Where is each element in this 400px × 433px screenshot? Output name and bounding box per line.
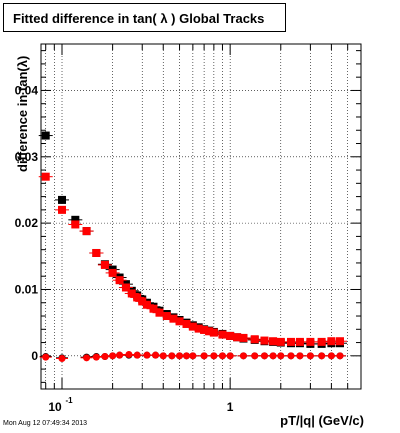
data-point-square <box>239 333 248 342</box>
data-point-circle <box>200 352 208 360</box>
datestamp: Mon Aug 12 07:49:34 2013 <box>3 420 88 427</box>
data-point-square <box>115 276 124 285</box>
data-point-square <box>188 322 197 331</box>
data-point-square <box>162 312 171 321</box>
data-point-circle <box>182 352 190 360</box>
data-point-circle <box>109 352 117 360</box>
data-point-square <box>149 304 158 313</box>
data-point-circle <box>143 351 151 359</box>
tick-labels: 0 0.01 0.02 0.03 0.04 10 -1 1 <box>15 83 234 414</box>
data-point-square <box>169 314 178 323</box>
data-point-square <box>41 131 50 140</box>
data-point-square <box>58 205 67 214</box>
data-point-circle <box>287 352 295 360</box>
data-point-square <box>133 293 142 302</box>
data-point-square <box>335 337 344 346</box>
x-tick-label: 1 <box>227 400 234 414</box>
x-tick-label-exponent: -1 <box>65 396 73 405</box>
data-point-square <box>194 324 203 333</box>
data-point-square <box>233 333 242 342</box>
data-point-circle <box>125 351 133 358</box>
chart-title: Fitted difference in tan( λ ) Global Tra… <box>13 11 265 26</box>
data-point-square <box>250 335 259 344</box>
data-point-square <box>276 337 285 346</box>
data-point-square <box>108 268 117 277</box>
data-point-square <box>127 289 136 298</box>
y-tick-label: 0.02 <box>15 216 39 230</box>
data-point-square <box>269 337 278 346</box>
y-tick-label: 0.03 <box>15 150 39 164</box>
data-point-square <box>142 300 151 309</box>
data-point-square <box>200 325 209 334</box>
data-point-square <box>175 317 184 326</box>
grid-lines <box>41 44 362 389</box>
data-point-square <box>71 220 80 229</box>
data-point-circle <box>42 353 50 361</box>
data-point-square <box>260 336 269 345</box>
data-point-circle <box>260 352 268 360</box>
axis-ticks <box>41 44 362 389</box>
data-point-circle <box>277 352 285 360</box>
x-axis-label: pT/|q| (GeV/c) <box>280 413 364 428</box>
data-point-square <box>218 330 227 339</box>
data-point-circle <box>168 352 176 360</box>
data-point-circle <box>239 352 247 360</box>
data-point-square <box>209 328 218 337</box>
data-point-circle <box>327 352 335 360</box>
data-point-circle <box>189 352 197 360</box>
data-markers <box>38 131 347 362</box>
data-point-circle <box>101 352 109 360</box>
title-box: Fitted difference in tan( λ ) Global Tra… <box>3 3 286 32</box>
data-point-circle <box>58 354 66 362</box>
data-point-square <box>205 327 214 336</box>
data-point-square <box>182 319 191 328</box>
data-point-circle <box>306 352 314 360</box>
data-point-circle <box>218 352 226 360</box>
y-tick-label: 0.04 <box>15 83 39 97</box>
data-point-circle <box>159 352 167 360</box>
y-tick-label: 0 <box>31 349 38 363</box>
data-point-circle <box>251 352 259 360</box>
data-point-square <box>306 337 315 346</box>
data-point-square <box>82 227 91 236</box>
data-point-square <box>226 331 235 340</box>
data-point-square <box>71 215 80 224</box>
data-point-circle <box>133 351 141 359</box>
data-point-square <box>92 248 101 257</box>
data-point-square <box>327 337 336 346</box>
data-point-circle <box>336 352 344 360</box>
y-tick-label: 0.01 <box>15 282 39 296</box>
data-point-square <box>100 260 109 269</box>
data-point-circle <box>92 353 100 361</box>
data-point-circle <box>176 352 184 360</box>
data-point-square <box>58 195 67 204</box>
data-point-square <box>121 283 130 292</box>
plot-frame <box>40 43 362 390</box>
data-point-square <box>286 337 295 346</box>
y-axis-label: difference in tan(λ) <box>15 55 30 172</box>
data-point-square <box>155 308 164 317</box>
data-point-circle <box>152 351 160 359</box>
data-point-circle <box>210 352 218 360</box>
data-point-circle <box>83 354 91 362</box>
data-point-circle <box>269 352 277 360</box>
x-tick-label-base: 10 <box>48 400 62 414</box>
data-point-circle <box>116 351 124 359</box>
data-point-square <box>317 337 326 346</box>
data-point-square <box>295 337 304 346</box>
data-point-circle <box>296 352 304 360</box>
data-point-circle <box>318 352 326 360</box>
data-point-square <box>41 172 50 181</box>
data-point-square <box>138 297 147 306</box>
data-point-circle <box>226 352 234 360</box>
